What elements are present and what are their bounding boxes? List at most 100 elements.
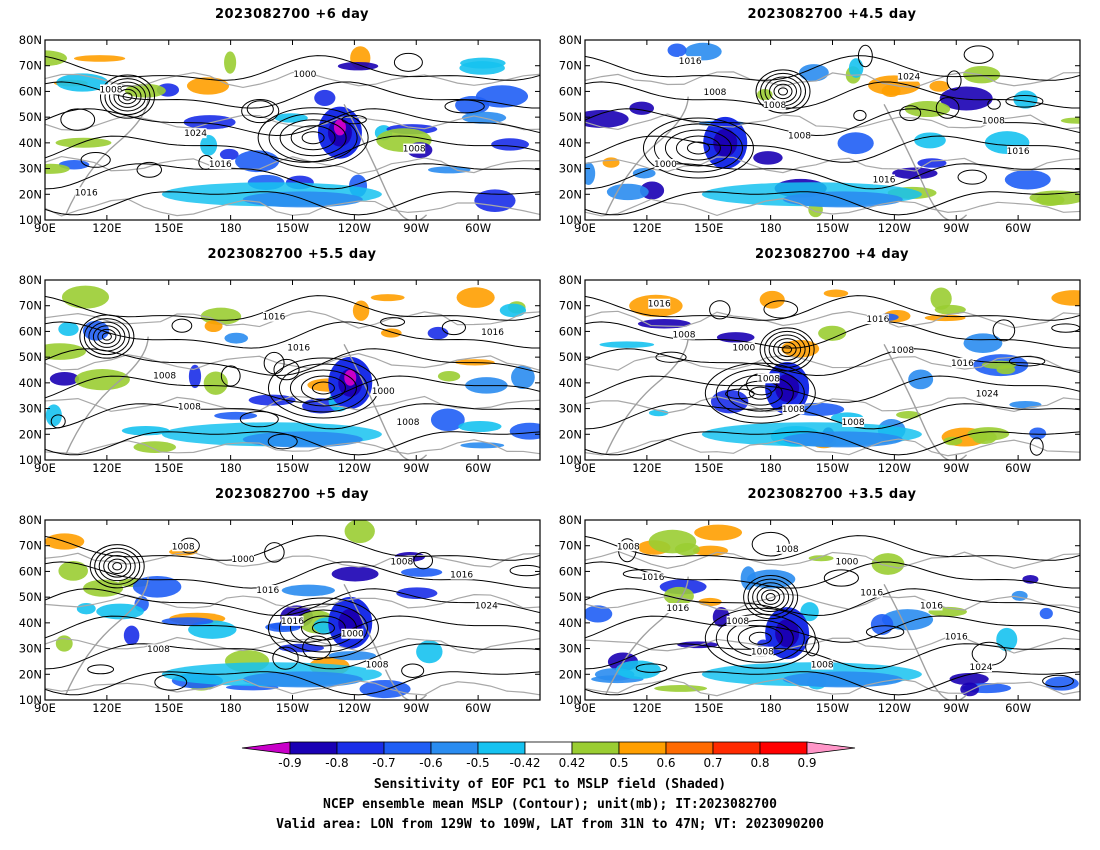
coastline — [45, 198, 540, 217]
sensitivity-patch — [352, 300, 370, 321]
sensitivity-patch — [474, 189, 516, 213]
isobar — [45, 671, 540, 696]
contour-label-bg — [172, 541, 195, 552]
lon-label: 150E — [694, 461, 723, 475]
contour-label-bg — [372, 386, 395, 397]
contour-label: 1016 — [209, 160, 232, 170]
isobar — [585, 348, 1080, 377]
lon-label: 180 — [760, 221, 782, 235]
lat-label: 70N — [19, 59, 42, 73]
isobar — [171, 318, 193, 333]
lon-label: 150E — [154, 461, 183, 475]
isobar — [311, 621, 335, 635]
contour-label-bg — [403, 143, 426, 154]
sensitivity-patch — [692, 545, 729, 556]
sensitivity-patch — [585, 109, 629, 128]
contour-label-bg — [732, 342, 755, 353]
sensitivity-patch — [188, 364, 202, 389]
panel-title-2: 2023082700 +4.5 day — [747, 7, 917, 22]
isobar — [107, 558, 127, 574]
contour-label-bg — [287, 342, 310, 353]
contour-label: 1016 — [866, 315, 889, 325]
isobar — [763, 300, 799, 319]
lat-label: 30N — [19, 642, 42, 656]
sensitivity-patch — [224, 51, 237, 74]
isobar — [272, 646, 299, 670]
map-field-1: 1016 1024 1000 1008 1008 1016 — [45, 40, 540, 220]
isobar — [585, 615, 1080, 643]
isobar — [278, 363, 368, 413]
lat-label: 40N — [19, 136, 42, 150]
isobar — [311, 381, 335, 395]
coastline — [585, 395, 1080, 414]
sensitivity-patch — [281, 584, 335, 597]
lat-label: 40N — [19, 616, 42, 630]
lat-label: 10N — [559, 693, 582, 707]
contour-label: 1000 — [232, 555, 255, 565]
coastline — [585, 354, 1080, 372]
contour-label: 1008 — [153, 372, 176, 382]
sensitivity-patch — [314, 89, 336, 106]
isobar — [1008, 355, 1046, 367]
sensitivity-patch — [908, 369, 934, 390]
contour-label: 1008 — [703, 88, 726, 98]
sensitivity-patch — [800, 602, 819, 622]
sensitivity-patch — [188, 620, 237, 639]
lat-label: 50N — [19, 110, 42, 124]
sensitivity-patch — [328, 651, 377, 661]
isobar — [263, 351, 285, 375]
isobar — [45, 321, 540, 349]
isobar — [585, 403, 1080, 430]
sensitivity-patch — [615, 660, 661, 680]
lon-label: 90W — [943, 221, 969, 235]
colorbar-label: -0.5 — [466, 756, 489, 770]
contour-label-bg — [897, 71, 920, 82]
sensitivity-patch — [808, 555, 834, 562]
colorbar-swatch — [383, 741, 432, 755]
isobar — [675, 135, 721, 161]
isobar — [413, 551, 434, 570]
isobar — [45, 81, 540, 109]
lon-label: 90W — [943, 701, 969, 715]
isobar — [301, 131, 325, 145]
lon-label: 150E — [154, 701, 183, 715]
isobar — [113, 85, 142, 108]
lat-label: 80N — [559, 513, 582, 527]
contour-label: 1008 — [726, 617, 749, 627]
isobar — [257, 107, 369, 169]
lat-label: 40N — [19, 376, 42, 390]
isobar — [220, 365, 241, 387]
contour-label-bg — [666, 603, 689, 613]
lon-label: 90W — [403, 461, 429, 475]
lon-label: 120W — [338, 701, 371, 715]
isobar — [241, 98, 280, 124]
isobar — [401, 663, 425, 678]
contour-label-bg — [366, 659, 389, 670]
contour-label: 1008 — [100, 85, 123, 95]
isobar — [1005, 94, 1044, 108]
contour-label: 1000 — [341, 630, 364, 640]
isobar — [585, 561, 1080, 589]
lon-label: 120W — [338, 221, 371, 235]
sensitivity-patch — [132, 575, 182, 598]
contour-label: 1016 — [262, 313, 285, 323]
isobar — [50, 414, 66, 429]
coastline — [45, 636, 540, 654]
lat-label: 50N — [19, 590, 42, 604]
sensitivity-patch — [121, 426, 170, 436]
isobar — [239, 411, 279, 428]
contour-label-bg — [390, 556, 413, 567]
isobar — [302, 635, 332, 661]
sensitivity-patch — [400, 567, 443, 577]
isobar — [246, 100, 274, 119]
isobar — [585, 671, 1080, 696]
sensitivity-patch — [585, 605, 613, 623]
sensitivity-patch — [219, 148, 239, 161]
lon-label: 90E — [34, 701, 56, 715]
isobar — [715, 613, 805, 663]
colorbar-label: 0.5 — [609, 756, 628, 770]
panel-title-3: 2023082700 +5.5 day — [207, 247, 377, 262]
lon-label: 90E — [574, 221, 596, 235]
sensitivity-patch — [511, 365, 535, 390]
